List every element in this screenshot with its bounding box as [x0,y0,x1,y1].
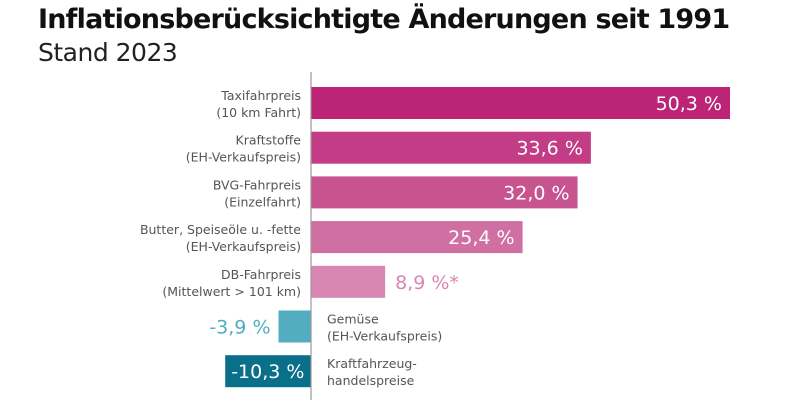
category-label: (Mittelwert > 101 km) [162,284,301,299]
category-label: Kraftstoffe [236,133,302,148]
category-label: handelspreise [327,373,415,388]
data-label: 50,3 % [656,93,722,115]
category-label: (Einzelfahrt) [224,194,301,209]
category-label: (10 km Fahrt) [216,105,301,120]
chart-subtitle: Stand 2023 [38,38,178,67]
bar [278,310,311,343]
bar [311,87,730,119]
data-label: -10,3 % [231,361,304,383]
bar [311,176,578,209]
bar [225,355,311,388]
category-label: BVG-Fahrpreis [213,177,301,192]
category-label: (EH-Verkaufspreis) [186,150,301,165]
data-label: -3,9 % [209,317,270,339]
category-label: (EH-Verkaufspreis) [327,329,442,344]
category-label: DB-Fahrpreis [221,267,301,282]
category-label: Kraftfahrzeug- [327,356,417,371]
category-label: Butter, Speiseöle u. -fette [140,222,301,237]
category-label: (EH-Verkaufspreis) [186,239,301,254]
chart-title: Inflationsberücksichtigte Änderungen sei… [38,4,730,35]
bar [311,221,523,254]
data-label: 32,0 % [503,182,569,204]
bar [311,131,591,164]
data-label: 8,9 %* [395,272,459,294]
data-label: 25,4 % [448,227,514,249]
category-label: Taxifahrpreis [220,88,301,103]
category-label: Gemüse [327,312,379,327]
bar [311,265,386,298]
data-label: 33,6 % [516,138,582,160]
